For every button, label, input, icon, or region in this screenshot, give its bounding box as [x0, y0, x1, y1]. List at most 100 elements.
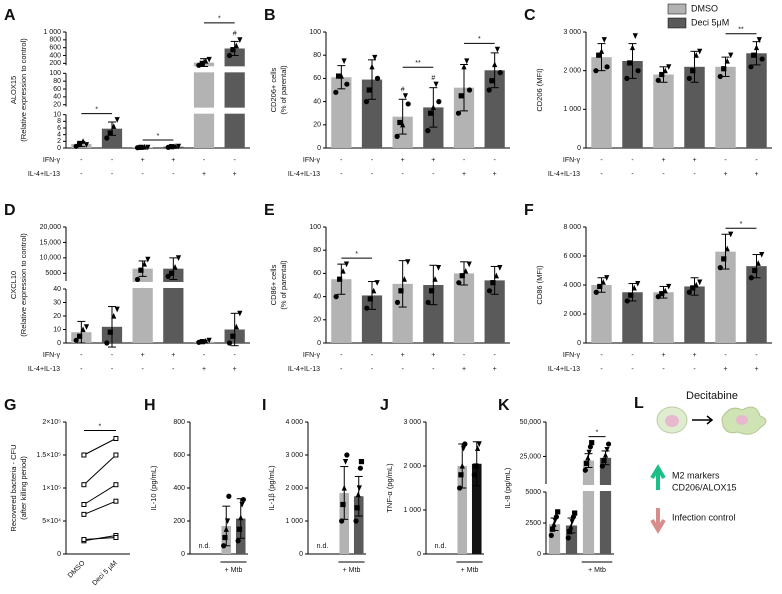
condition-label: IFN-γ — [303, 352, 321, 359]
data-point — [459, 462, 465, 469]
y-tick-label: 1 000 — [285, 518, 303, 525]
y-tick-label: 2×10⁵ — [42, 419, 61, 426]
condition-sign: + — [171, 352, 175, 359]
data-point — [458, 93, 464, 99]
condition-sign: - — [80, 157, 83, 164]
data-point — [486, 87, 492, 93]
data-point — [340, 267, 346, 274]
y-tick-label: 60 — [53, 86, 61, 93]
data-point — [73, 337, 79, 343]
data-point — [206, 56, 212, 63]
data-point — [141, 260, 147, 267]
bar — [746, 266, 767, 343]
y-tick-label: 4 000 — [285, 419, 303, 426]
data-point — [551, 521, 557, 527]
panel-label: G — [4, 397, 16, 414]
y-axis-label: Recovered bacteria - CFU — [9, 444, 18, 531]
significance-label: * — [99, 423, 102, 430]
data-point — [466, 87, 473, 93]
data-point — [111, 123, 117, 129]
condition-sign: + — [431, 352, 435, 359]
data-point — [223, 526, 229, 532]
data-point — [134, 276, 141, 283]
y-tick-label: 40 — [313, 98, 321, 105]
condition-sign: - — [80, 366, 83, 373]
data-point — [433, 81, 439, 88]
data-point — [593, 68, 599, 74]
data-point — [659, 291, 665, 297]
data-point — [113, 535, 119, 540]
data-point — [354, 505, 360, 511]
condition-sign: - — [600, 366, 603, 373]
y-tick-label: 1 000 — [563, 106, 581, 113]
data-point — [113, 498, 119, 504]
condition-sign: - — [493, 157, 496, 164]
y-tick-label: 20 — [53, 313, 61, 320]
data-point — [114, 306, 120, 313]
panel-label: J — [380, 397, 389, 414]
data-point — [425, 299, 431, 305]
data-point — [371, 287, 377, 294]
condition-sign: - — [233, 352, 236, 359]
y-tick-label: 60 — [313, 270, 321, 277]
bar — [582, 460, 595, 554]
data-point — [104, 135, 110, 141]
data-point — [455, 110, 462, 116]
data-point — [353, 518, 359, 524]
condition-label: IL-4+IL-13 — [548, 171, 580, 178]
condition-sign: - — [631, 366, 634, 373]
schematic-text: M2 markers — [672, 470, 720, 480]
bar — [453, 87, 475, 148]
data-point — [83, 142, 90, 148]
y-tick-label: 6 — [57, 125, 61, 132]
data-point — [589, 440, 595, 446]
data-point — [394, 133, 400, 139]
condition-sign: - — [724, 157, 727, 164]
data-point — [586, 449, 592, 456]
y-tick-label: 0 — [181, 551, 185, 558]
condition-sign: + — [462, 171, 466, 178]
data-point — [107, 130, 113, 136]
y-tick-label: 25,000 — [520, 453, 542, 460]
condition-sign: + — [141, 352, 145, 359]
bar — [746, 53, 767, 149]
data-point — [357, 465, 363, 471]
bar — [101, 128, 123, 148]
y-tick-label: 30 — [53, 299, 61, 306]
data-point — [724, 57, 730, 64]
data-point — [624, 298, 630, 304]
data-point — [666, 64, 672, 70]
data-point — [81, 502, 87, 507]
axis-break — [62, 66, 250, 73]
bar — [622, 61, 643, 148]
y-axis-label: ALOX15 — [9, 76, 18, 104]
bar — [653, 292, 674, 343]
condition-sign: - — [111, 366, 114, 373]
data-point — [460, 445, 467, 452]
data-point — [572, 510, 578, 516]
data-point — [203, 337, 209, 344]
data-point — [666, 283, 672, 290]
bar — [193, 62, 215, 148]
data-point — [553, 514, 560, 520]
bar — [715, 251, 736, 343]
data-point — [81, 536, 87, 542]
significance-label: * — [218, 16, 221, 23]
bar — [599, 457, 612, 554]
data-point — [405, 101, 411, 107]
panel-label: K — [498, 397, 510, 414]
condition-sign: - — [80, 352, 83, 359]
condition-sign: + — [493, 366, 497, 373]
significance-label: * — [478, 36, 481, 43]
data-point — [239, 501, 245, 508]
data-point — [759, 251, 765, 258]
data-point — [490, 280, 496, 286]
data-point — [629, 44, 636, 51]
data-point — [748, 64, 754, 70]
schematic: L Decitabine M2 markers CD206/ALOX15 Inf… — [634, 390, 767, 534]
data-point — [604, 446, 610, 453]
data-point — [356, 485, 362, 492]
y-tick-label: 100 — [309, 224, 321, 231]
condition-sign: - — [141, 171, 144, 178]
y-tick-label: 0 — [417, 551, 421, 558]
